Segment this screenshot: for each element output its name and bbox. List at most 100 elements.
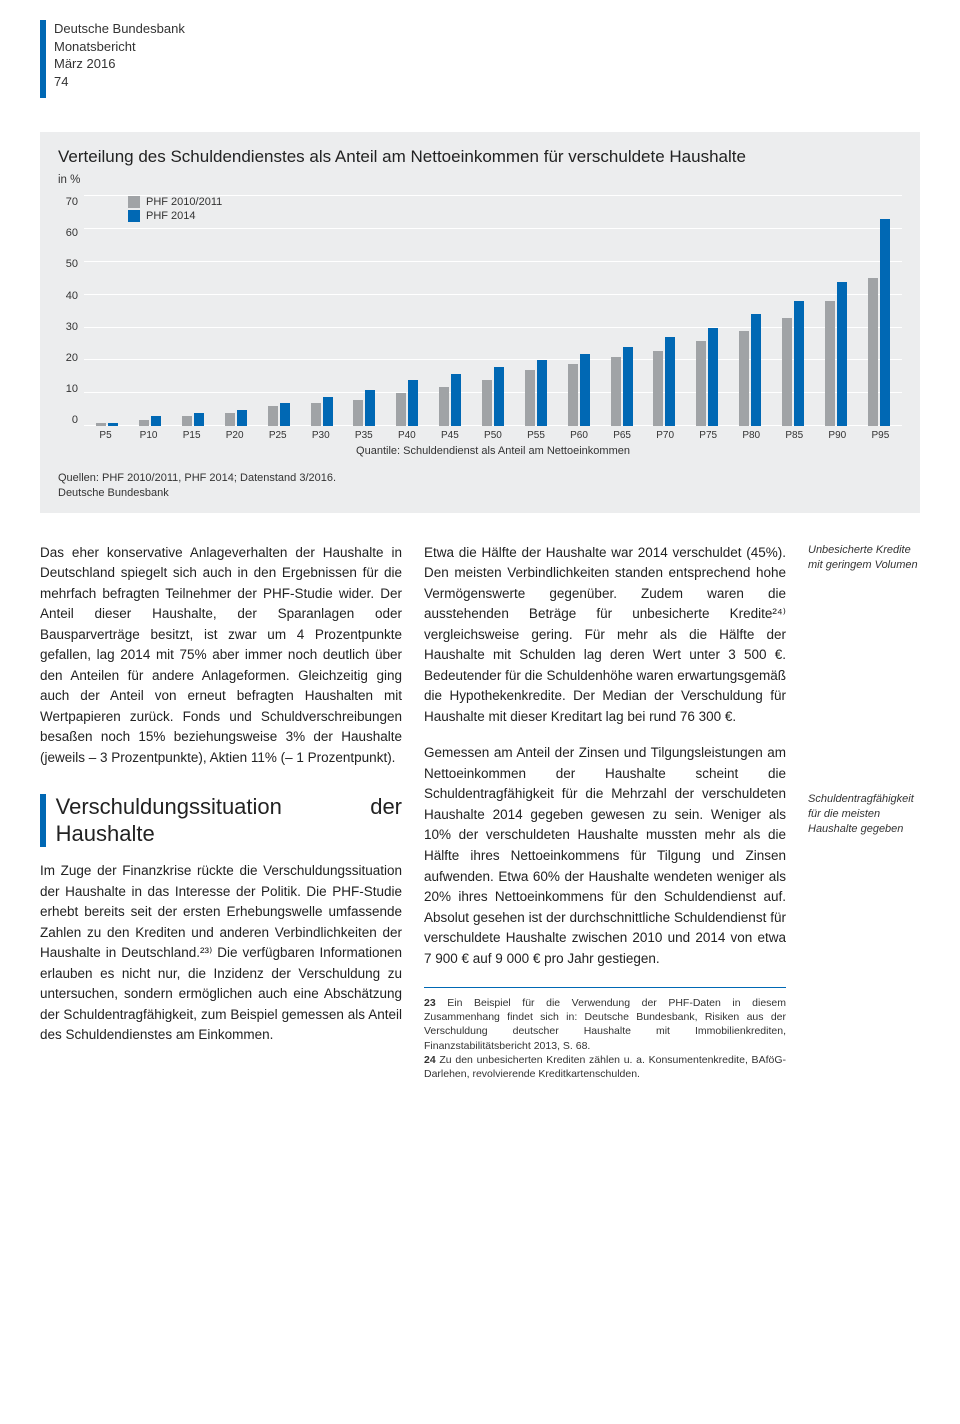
y-axis: 706050403020100 [58, 196, 84, 426]
bar-phf-2010 [96, 423, 106, 426]
bar-group [472, 196, 515, 426]
bar-phf-2010 [568, 364, 578, 426]
x-tick: P70 [644, 430, 687, 441]
bar-phf-2014 [623, 347, 633, 426]
bar-group [514, 196, 557, 426]
chart-source-line2: Deutsche Bundesbank [58, 486, 902, 501]
x-tick: P45 [428, 430, 471, 441]
bar-group [172, 196, 215, 426]
x-tick: P40 [385, 430, 428, 441]
chart-source: Quellen: PHF 2010/2011, PHF 2014; Datens… [58, 471, 902, 501]
x-tick: P15 [170, 430, 213, 441]
bars-row [84, 196, 902, 426]
bar-group [343, 196, 386, 426]
chart-source-line1: Quellen: PHF 2010/2011, PHF 2014; Datens… [58, 471, 902, 486]
bar-group [600, 196, 643, 426]
header-page-number: 74 [54, 73, 185, 91]
left-para-2: Im Zuge der Finanzkrise rückte die Versc… [40, 861, 402, 1046]
bar-group [772, 196, 815, 426]
x-tick: P50 [471, 430, 514, 441]
section-heading: Verschuldungssituation der Haushalte [40, 794, 402, 847]
bar-phf-2010 [268, 406, 278, 426]
bar-phf-2014 [365, 390, 375, 426]
chart-card: Verteilung des Schuldendienstes als Ante… [40, 132, 920, 513]
x-tick: P10 [127, 430, 170, 441]
left-para-1: Das eher konservative Anlageverhalten de… [40, 543, 402, 769]
header-publication: Monatsbericht [54, 38, 185, 56]
y-tick: 50 [66, 258, 78, 270]
bar-group [86, 196, 129, 426]
bar-group [429, 196, 472, 426]
y-tick: 40 [66, 290, 78, 302]
bar-phf-2014 [494, 367, 504, 426]
chart-title: Verteilung des Schuldendienstes als Ante… [58, 146, 902, 168]
right-column: Etwa die Hälfte der Haushalte war 2014 v… [424, 543, 786, 1081]
section-title: Verschuldungssituation der Haushalte [56, 794, 402, 847]
left-column: Das eher konservative Anlageverhalten de… [40, 543, 402, 1081]
bar-group [686, 196, 729, 426]
x-tick: P55 [514, 430, 557, 441]
plot-area: PHF 2010/2011 PHF 2014 [84, 196, 902, 426]
x-axis-title: Quantile: Schuldendienst als Anteil am N… [84, 445, 902, 457]
bar-group [257, 196, 300, 426]
y-tick: 10 [66, 383, 78, 395]
bar-group [729, 196, 772, 426]
bar-phf-2010 [611, 357, 621, 426]
bar-phf-2014 [280, 403, 290, 426]
footnote-24-num: 24 [424, 1054, 436, 1066]
bar-group [386, 196, 429, 426]
x-tick: P85 [773, 430, 816, 441]
bar-group [557, 196, 600, 426]
bar-phf-2014 [323, 397, 333, 427]
x-tick: P35 [342, 430, 385, 441]
x-tick: P20 [213, 430, 256, 441]
bar-phf-2010 [396, 393, 406, 426]
bar-phf-2014 [794, 301, 804, 426]
bar-phf-2010 [868, 278, 878, 426]
x-tick: P30 [299, 430, 342, 441]
x-tick: P65 [601, 430, 644, 441]
header-publisher: Deutsche Bundesbank [54, 20, 185, 38]
bar-phf-2010 [225, 413, 235, 426]
bar-phf-2010 [353, 400, 363, 426]
bar-phf-2010 [653, 351, 663, 427]
y-tick: 0 [72, 414, 78, 426]
bar-phf-2014 [537, 360, 547, 426]
bar-phf-2010 [825, 301, 835, 426]
x-tick: P80 [730, 430, 773, 441]
bar-phf-2010 [525, 370, 535, 426]
bar-phf-2014 [194, 413, 204, 426]
margin-note-2: Schuldentragfähigkeit für die meisten Ha… [808, 792, 920, 837]
section-accent-bar [40, 794, 46, 847]
bar-phf-2010 [482, 380, 492, 426]
bar-phf-2014 [880, 219, 890, 426]
bar-phf-2014 [708, 328, 718, 427]
footnote-23-text: Ein Beispiel für die Verwendung der PHF-… [424, 997, 786, 1052]
x-tick: P90 [816, 430, 859, 441]
bar-group [215, 196, 258, 426]
bar-phf-2014 [451, 374, 461, 427]
bar-phf-2014 [408, 380, 418, 426]
content-row: Das eher konservative Anlageverhalten de… [40, 543, 920, 1081]
bar-phf-2010 [782, 318, 792, 426]
margin-column: Unbesicherte Kredite mit geringem Volume… [808, 543, 920, 1081]
y-tick: 60 [66, 227, 78, 239]
y-tick: 20 [66, 352, 78, 364]
x-tick: P75 [687, 430, 730, 441]
bar-phf-2014 [580, 354, 590, 426]
header-date: März 2016 [54, 55, 185, 73]
bar-group [857, 196, 900, 426]
bar-phf-2010 [696, 341, 706, 426]
bar-phf-2014 [237, 410, 247, 426]
bar-phf-2010 [439, 387, 449, 426]
bar-phf-2010 [739, 331, 749, 426]
header-text-block: Deutsche Bundesbank Monatsbericht März 2… [54, 20, 185, 90]
bar-phf-2010 [311, 403, 321, 426]
right-para-1: Etwa die Hälfte der Haushalte war 2014 v… [424, 543, 786, 728]
chart-area: 706050403020100 PHF 2010/2011 PHF 2014 [58, 196, 902, 426]
header-accent-bar [40, 20, 46, 98]
y-tick: 70 [66, 196, 78, 208]
chart-unit: in % [58, 174, 902, 186]
x-tick: P25 [256, 430, 299, 441]
footnote-24-text: Zu den unbesicherten Krediten zählen u. … [424, 1054, 786, 1080]
